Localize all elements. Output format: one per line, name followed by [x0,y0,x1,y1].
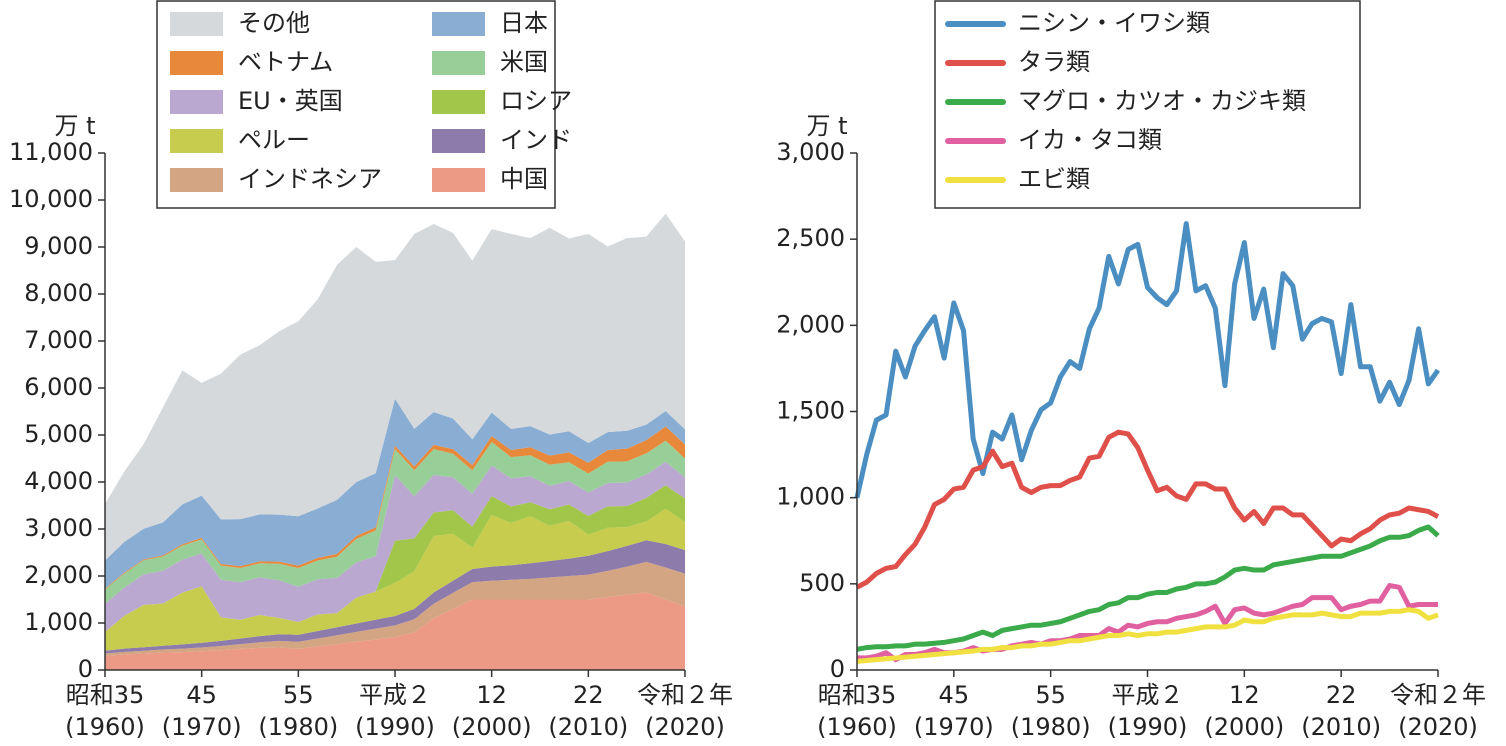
x-tick-sublabel: (2010) [548,713,628,741]
x-tick-label: 令和２年 [637,681,733,709]
x-tick-label: 令和２年 [1390,681,1486,709]
x-tick-label: 45 [939,681,970,709]
y-tick-label: 7,000 [24,326,93,354]
area [105,461,685,632]
y-tick-label: 2,500 [776,224,845,252]
legend-label: インドネシア [238,165,382,193]
y-tick-label: 2,000 [776,310,845,338]
legend-label: マグロ・カツオ・カジキ類 [1018,87,1306,115]
x-tick-label: 22 [1326,681,1357,709]
legend-swatch [170,129,223,153]
legend-swatch [170,90,223,114]
area [105,485,685,632]
x-tick-label: 22 [573,681,604,709]
legend-label: 米国 [500,48,548,76]
y-tick-label: 11,000 [9,138,93,166]
y-tick-label: 6,000 [24,373,93,401]
x-tick-label: 12 [1229,681,1260,709]
legend-label: イカ・タコ類 [1018,126,1162,154]
legend-label: インド [500,126,572,154]
x-tick-sublabel: (1980) [1011,713,1091,741]
line [856,524,1440,652]
x-tick-label: 昭和35 [818,681,897,709]
legend-label: ベトナム [238,48,333,76]
y-tick-label: 9,000 [24,232,93,260]
y-tick-label: 10,000 [9,185,93,213]
y-tick-label: 1,500 [776,397,845,425]
legend-label: 中国 [500,165,548,193]
line [854,221,1441,499]
legend-swatch [432,129,485,153]
legend-label: 日本 [500,9,548,37]
x-tick-sublabel: (2000) [1204,713,1284,741]
y-tick-label: 4,000 [24,467,93,495]
area [105,561,685,656]
y-tick-label: 2,000 [24,561,93,589]
legend-label: エビ類 [1018,165,1090,193]
x-tick-sublabel: (2020) [645,713,725,741]
legend-swatch [432,12,485,36]
x-tick-sublabel: (1990) [355,713,435,741]
y-tick-label: 3,000 [24,514,93,542]
y-tick-label: 1,000 [24,608,93,636]
legend-label: ペルー [238,126,310,154]
legend-swatch [432,51,485,75]
legend-swatch [170,168,223,192]
legend-swatch [170,12,223,36]
x-tick-sublabel: (1960) [65,713,145,741]
y-tick-label: 0 [78,655,93,683]
legend-label: タラ類 [1018,48,1090,76]
legend-swatch [432,168,485,192]
legend-label: ニシン・イワシ類 [1018,9,1210,37]
y-tick-label: 3,000 [776,138,845,166]
legend-swatch [432,90,485,114]
x-tick-sublabel: (2020) [1398,713,1478,741]
x-tick-label: 55 [283,681,314,709]
x-tick-label: 平成２ [359,681,431,709]
x-tick-sublabel: (1970) [162,713,242,741]
area [105,540,685,654]
line [856,607,1439,664]
area [105,213,685,561]
x-tick-label: 45 [186,681,217,709]
y-unit-label: 万 t [806,112,847,140]
line [855,429,1440,590]
y-tick-label: 5,000 [24,420,93,448]
x-tick-label: 55 [1035,681,1066,709]
legend-label: ロシア [500,87,572,115]
legend-box [156,0,556,209]
y-tick-label: 1,000 [776,483,845,511]
legend-swatch [170,51,223,75]
y-tick-label: 500 [799,569,845,597]
legend-label: その他 [238,9,310,37]
x-tick-label: 12 [476,681,507,709]
legend-label: EU・英国 [238,87,343,115]
area [105,440,685,604]
x-tick-sublabel: (2000) [452,713,532,741]
area [105,398,685,589]
x-tick-label: 平成２ [1112,681,1184,709]
y-tick-label: 8,000 [24,279,93,307]
x-tick-sublabel: (2010) [1301,713,1381,741]
area [105,508,685,651]
legend-box [934,0,1361,209]
x-tick-sublabel: (1960) [817,713,897,741]
y-unit-label: 万 t [54,112,95,140]
y-tick-label: 0 [830,655,845,683]
x-tick-label: 昭和35 [66,681,145,709]
x-tick-sublabel: (1980) [258,713,338,741]
area [105,592,685,670]
x-tick-sublabel: (1970) [914,713,994,741]
x-tick-sublabel: (1990) [1108,713,1188,741]
